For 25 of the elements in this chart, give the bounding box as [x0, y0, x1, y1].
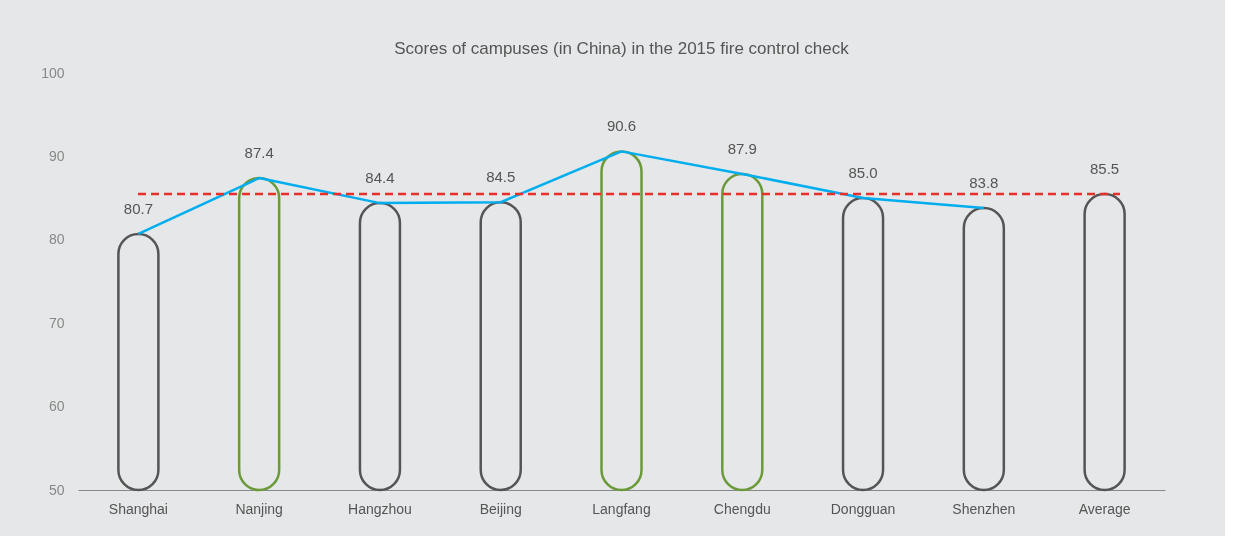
- y-tick-label: 60: [48, 398, 65, 415]
- data-label: 85.0: [848, 164, 878, 182]
- x-tick-label: Beijing: [479, 500, 522, 517]
- x-tick-label: Average: [1078, 500, 1131, 517]
- data-label: 85.5: [1090, 159, 1120, 177]
- y-tick-label: 100: [41, 64, 65, 81]
- chart-title: Scores of campuses (in China) in the 2015 fire control check: [394, 39, 850, 58]
- x-tick-label: Dongguan: [830, 500, 896, 517]
- x-tick-label: Nanjing: [235, 500, 283, 517]
- y-tick-label: 80: [48, 231, 65, 248]
- x-tick-label: Shenzhen: [952, 500, 1016, 517]
- x-tick-label: Shanghai: [108, 500, 168, 517]
- x-tick-label: Hangzhou: [348, 500, 412, 517]
- data-label: 87.4: [244, 144, 274, 162]
- x-tick-label: Chengdu: [713, 500, 771, 517]
- data-label: 84.5: [486, 168, 516, 186]
- y-tick-label: 70: [48, 314, 65, 331]
- x-tick-label: Langfang: [592, 500, 651, 517]
- data-label: 83.8: [969, 174, 999, 192]
- data-label: 90.6: [606, 117, 637, 135]
- data-label: 84.4: [365, 169, 395, 187]
- y-tick-label: 50: [48, 481, 65, 498]
- data-label: 87.9: [727, 139, 757, 157]
- y-tick-label: 90: [48, 147, 65, 164]
- data-label: 80.7: [123, 199, 153, 217]
